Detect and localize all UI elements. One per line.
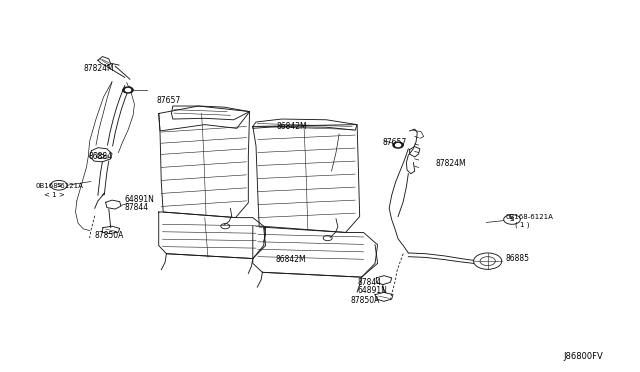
Text: S: S (509, 217, 515, 222)
Text: S: S (56, 183, 61, 188)
Text: J86800FV: J86800FV (563, 352, 603, 361)
Text: 86842M: 86842M (275, 255, 306, 264)
Text: 87657: 87657 (383, 138, 407, 147)
Text: 86884: 86884 (88, 153, 113, 161)
Text: 87824M: 87824M (435, 159, 466, 168)
Text: 0B168-6121A: 0B168-6121A (35, 183, 83, 189)
Text: 86842M: 86842M (276, 122, 307, 131)
Circle shape (393, 142, 403, 148)
Circle shape (125, 89, 131, 92)
Circle shape (123, 87, 133, 93)
Text: 87850A: 87850A (95, 231, 124, 240)
Text: 87824M: 87824M (83, 64, 114, 73)
Text: 64891N: 64891N (125, 195, 155, 203)
Text: 87844: 87844 (125, 203, 149, 212)
Text: 64891N: 64891N (357, 286, 387, 295)
Text: ( 1 ): ( 1 ) (515, 222, 529, 228)
Text: 87850A: 87850A (351, 296, 380, 305)
Text: 86885: 86885 (506, 254, 530, 263)
Text: < 1 >: < 1 > (44, 192, 64, 198)
Text: 87844: 87844 (357, 278, 381, 287)
Text: 87657: 87657 (157, 96, 181, 105)
Circle shape (396, 144, 401, 147)
Text: 0B168-6121A: 0B168-6121A (506, 214, 554, 219)
